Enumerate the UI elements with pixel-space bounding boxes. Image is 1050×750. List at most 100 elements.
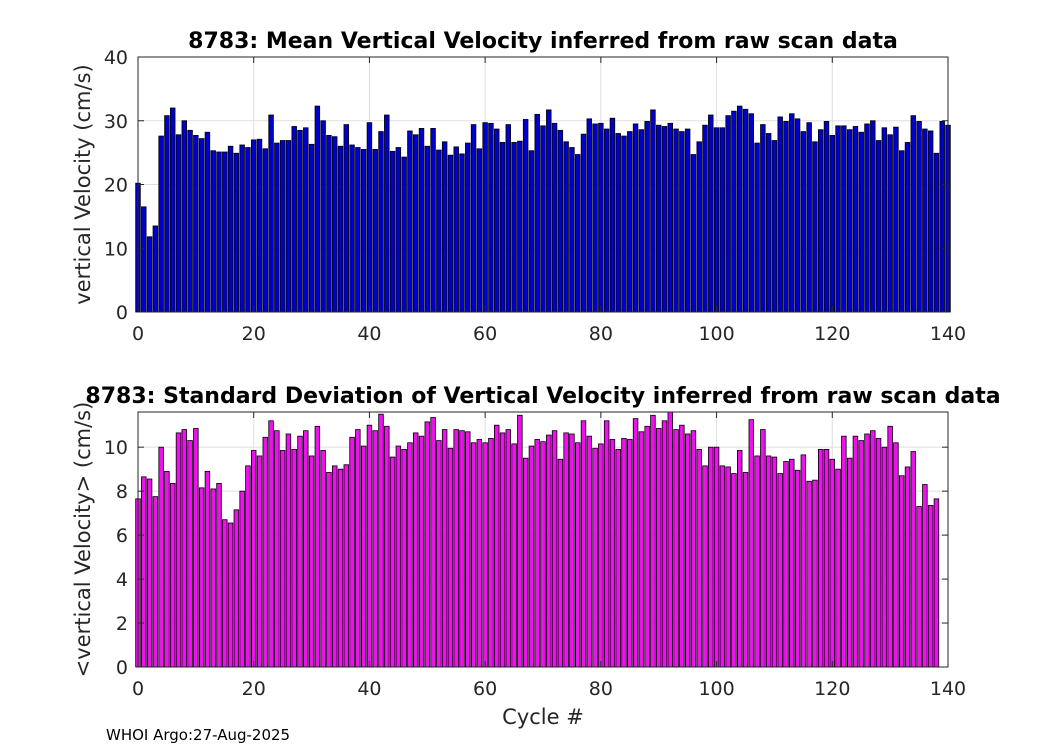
std-velocity-bar (638, 431, 645, 668)
std-velocity-bar (748, 419, 755, 668)
std-velocity-bar (459, 430, 465, 668)
std-velocity-bar (632, 418, 639, 668)
std-velocity-bar (650, 414, 656, 668)
std-velocity-bar (800, 454, 807, 668)
mean-velocity-bar (430, 127, 436, 313)
std-velocity-bar (216, 483, 222, 668)
std-velocity-bar (308, 455, 315, 668)
std-velocity-bar (303, 430, 309, 668)
std-velocity-bar (580, 420, 587, 668)
mean-velocity-bar (829, 135, 836, 313)
std-velocity-bar (835, 468, 841, 668)
mean-velocity-bar (846, 129, 853, 313)
mean-velocity-bar (141, 206, 147, 313)
mean-velocity-bar (887, 134, 893, 313)
std-velocity-chart: 0 20 40 60 80 100 120 140 0 2 4 6 8 10 <vertical Vel… (71, 384, 1001, 729)
mean-velocity-bar (493, 128, 500, 313)
mean-velocity-bar (684, 128, 691, 313)
mean-velocity-bar (366, 122, 373, 313)
mean-velocity-bar (580, 133, 587, 313)
mean-velocity-bar (893, 126, 899, 313)
mean-velocity-bar (378, 131, 384, 313)
std-velocity-bar (245, 465, 251, 668)
mean-velocity-bar (412, 134, 419, 313)
std-velocity-x-tick-label: 80 (589, 678, 613, 700)
std-velocity-bar (575, 442, 581, 668)
std-velocity-bar (586, 435, 593, 668)
mean-velocity-bar (181, 120, 188, 313)
mean-velocity-bar (210, 150, 216, 313)
mean-velocity-bar (355, 147, 361, 313)
std-velocity-bar (702, 465, 708, 668)
mean-velocity-bar (881, 127, 888, 313)
mean-velocity-bar (592, 123, 598, 313)
mean-velocity-x-tick-label: 140 (930, 323, 966, 345)
std-velocity-bar (557, 458, 564, 668)
mean-velocity-bar (719, 127, 726, 313)
mean-velocity-x-tick-label: 20 (242, 323, 266, 345)
std-velocity-bar (222, 519, 228, 668)
mean-velocity-bar (453, 146, 459, 313)
std-velocity-bar (916, 506, 922, 668)
mean-velocity-bar (627, 131, 633, 313)
mean-velocity-x-ticks: 0 20 40 60 80 100 120 140 (132, 57, 966, 345)
std-velocity-bar (927, 505, 934, 668)
mean-velocity-title: 8783: Mean Vertical Velocity inferred fr… (188, 29, 898, 54)
mean-velocity-bar (204, 131, 211, 313)
mean-velocity-bar (563, 141, 569, 313)
mean-velocity-bar (534, 113, 540, 313)
mean-velocity-bar (279, 140, 286, 313)
mean-velocity-bar (933, 152, 940, 313)
std-velocity-axes-box (137, 411, 949, 668)
std-velocity-bar (169, 483, 176, 668)
mean-velocity-y-tick-label: 20 (104, 175, 128, 197)
mean-velocity-bar (256, 138, 263, 313)
mean-velocity-y-label: vertical Velocity (cm/s) (71, 64, 95, 304)
std-velocity-bar (141, 476, 147, 668)
std-velocity-bar (389, 456, 396, 668)
std-velocity-bar (569, 433, 575, 668)
mean-velocity-bar (331, 136, 338, 313)
mean-velocity-bar (441, 141, 448, 313)
std-velocity-bar (858, 440, 864, 668)
std-velocity-bar (430, 417, 436, 668)
mean-velocity-bar (858, 131, 864, 313)
mean-velocity-bar (291, 126, 297, 313)
mean-velocity-bar (632, 123, 639, 313)
std-velocity-bar (904, 466, 911, 668)
std-velocity-bar (679, 424, 685, 668)
mean-velocity-bar (638, 129, 645, 313)
std-velocity-bar (297, 435, 303, 668)
std-velocity-bar (198, 487, 205, 668)
std-velocity-bar (175, 432, 182, 668)
mean-velocity-bar (476, 148, 483, 313)
std-velocity-bar (164, 470, 170, 668)
std-velocity-bar (395, 445, 402, 668)
mean-velocity-bar (904, 142, 911, 313)
mean-velocity-bar (297, 129, 303, 313)
mean-velocity-bar (708, 114, 714, 313)
std-velocity-bar (233, 509, 240, 668)
mean-velocity-bar (169, 107, 176, 313)
std-velocity-bar (725, 466, 731, 668)
mean-velocity-x-tick-label: 0 (132, 323, 144, 345)
std-velocity-bar (372, 430, 378, 668)
mean-velocity-bar (551, 122, 558, 313)
std-velocity-bar (754, 455, 760, 668)
mean-velocity-bar (459, 153, 465, 313)
mean-velocity-bar (910, 115, 917, 313)
mean-velocity-bar (320, 120, 326, 313)
mean-velocity-bar (841, 125, 847, 313)
mean-velocity-bar (875, 140, 882, 313)
mean-velocity-bar (696, 141, 702, 313)
std-velocity-bar (708, 446, 714, 668)
std-velocity-bar (841, 435, 847, 668)
std-velocity-bar (476, 439, 483, 668)
mean-velocity-bar (656, 124, 662, 313)
std-velocity-bar (673, 429, 679, 668)
std-velocity-bar (812, 479, 818, 668)
std-velocity-bar (794, 469, 801, 668)
std-velocity-bar (482, 442, 488, 668)
mean-velocity-bar (771, 140, 778, 313)
